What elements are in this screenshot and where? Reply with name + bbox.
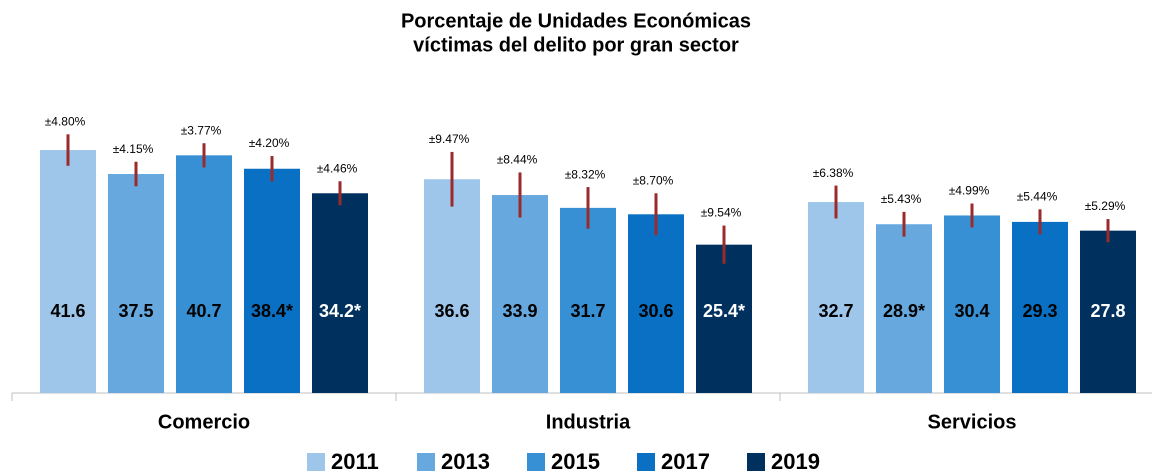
error-label: ±8.70% <box>633 173 674 187</box>
error-label: ±4.46% <box>317 161 358 175</box>
legend-label: 2013 <box>441 449 490 472</box>
value-label: 29.3 <box>1022 301 1057 321</box>
error-label: ±5.43% <box>881 192 922 206</box>
value-label: 31.7 <box>570 301 605 321</box>
value-label: 41.6 <box>50 301 85 321</box>
value-label: 28.9* <box>883 301 925 321</box>
error-label: ±9.47% <box>429 132 470 146</box>
value-label: 30.6 <box>638 301 673 321</box>
bar <box>944 215 1000 393</box>
bar <box>628 214 684 393</box>
error-label: ±4.20% <box>249 136 290 150</box>
bar <box>40 150 96 393</box>
bar <box>244 168 300 393</box>
bar <box>560 207 616 393</box>
bar <box>312 193 368 393</box>
bar <box>176 155 232 393</box>
error-label: ±4.99% <box>949 184 990 198</box>
error-label: ±9.54% <box>701 206 742 220</box>
value-label: 37.5 <box>118 301 153 321</box>
value-label: 38.4* <box>251 301 293 321</box>
bar <box>696 244 752 393</box>
error-label: ±5.29% <box>1085 199 1126 213</box>
legend-label: 2017 <box>661 449 710 472</box>
value-label: 34.2* <box>319 301 361 321</box>
error-label: ±3.77% <box>181 123 222 137</box>
bar <box>876 224 932 393</box>
chart-title: víctimas del delito por gran sector <box>413 34 739 56</box>
value-label: 27.8 <box>1090 301 1125 321</box>
chart-title: Porcentaje de Unidades Económicas <box>401 10 751 32</box>
bar <box>808 202 864 393</box>
value-label: 25.4* <box>703 301 745 321</box>
value-label: 30.4 <box>954 301 989 321</box>
category-label: Comercio <box>158 411 250 433</box>
value-label: 32.7 <box>818 301 853 321</box>
legend-swatch <box>747 453 765 471</box>
category-label: Industria <box>546 411 631 433</box>
legend-swatch <box>637 453 655 471</box>
error-label: ±8.44% <box>497 153 538 167</box>
error-label: ±8.32% <box>565 167 606 181</box>
legend-label: 2019 <box>771 449 820 472</box>
bar <box>1080 230 1136 393</box>
category-label: Servicios <box>928 411 1017 433</box>
value-label: 40.7 <box>186 301 221 321</box>
error-label: ±4.15% <box>113 142 154 156</box>
legend-swatch <box>527 453 545 471</box>
error-label: ±6.38% <box>813 166 854 180</box>
bar <box>108 174 164 393</box>
error-label: ±5.44% <box>1017 189 1058 203</box>
value-label: 36.6 <box>434 301 469 321</box>
legend-label: 2015 <box>551 449 600 472</box>
legend-swatch <box>307 453 325 471</box>
bar <box>492 195 548 393</box>
bar <box>1012 221 1068 393</box>
legend-label: 2011 <box>331 449 379 472</box>
legend-swatch <box>417 453 435 471</box>
bar <box>424 179 480 393</box>
value-label: 33.9 <box>502 301 537 321</box>
error-label: ±4.80% <box>45 114 86 128</box>
